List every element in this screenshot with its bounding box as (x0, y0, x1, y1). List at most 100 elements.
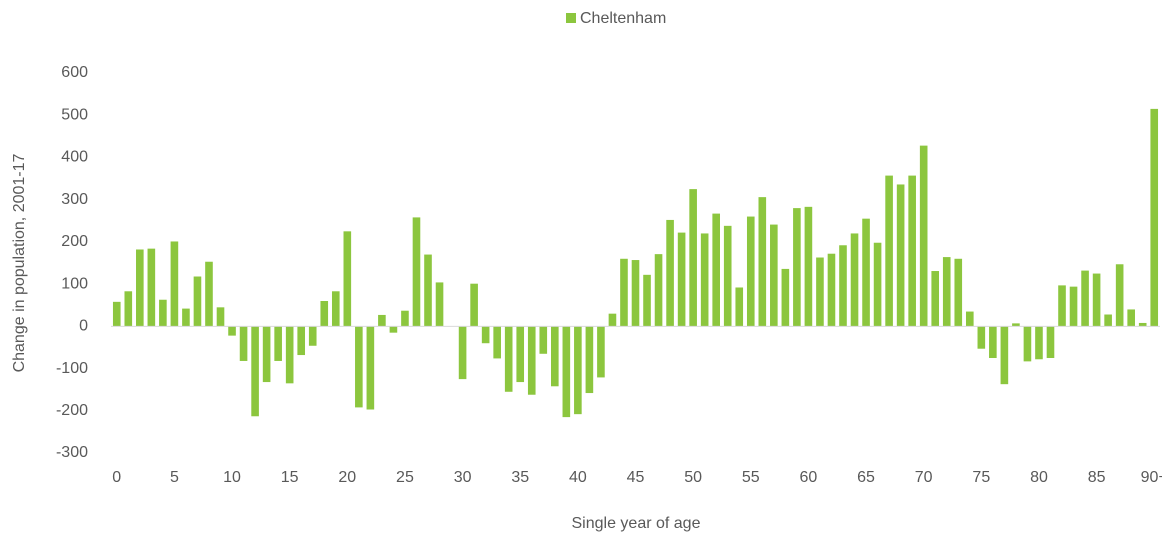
legend-swatch (566, 13, 576, 23)
bar (585, 326, 594, 394)
bar (504, 326, 513, 392)
bar (700, 233, 709, 327)
bar (470, 283, 478, 327)
bar (389, 326, 398, 333)
bar (781, 268, 790, 327)
x-tick-label: 60 (800, 469, 818, 486)
x-tick-label: 45 (627, 469, 645, 486)
bar (723, 225, 732, 327)
bar (562, 326, 571, 418)
bar (159, 299, 167, 327)
bar (285, 326, 294, 384)
bar (965, 311, 974, 327)
x-tick-label: 35 (511, 469, 529, 486)
bar (274, 326, 282, 361)
bar (205, 261, 213, 327)
bar (735, 287, 744, 327)
bar (458, 326, 467, 380)
bar (1081, 270, 1089, 327)
bar (631, 260, 640, 327)
x-tick-label: 30 (454, 469, 472, 486)
bar (147, 248, 156, 327)
bar (170, 241, 179, 327)
legend-label: Cheltenham (580, 10, 666, 27)
x-tick-label: 0 (112, 469, 121, 486)
y-tick-label: 300 (61, 191, 88, 208)
bar (481, 326, 490, 344)
bar (343, 231, 352, 327)
bar (124, 291, 133, 327)
x-tick-label: 40 (569, 469, 587, 486)
bar (989, 326, 997, 358)
bar (435, 282, 444, 327)
bar (1104, 314, 1112, 327)
bar (251, 326, 259, 417)
bar (804, 206, 813, 327)
bar (527, 326, 536, 395)
bar (539, 326, 548, 354)
bar (942, 257, 951, 327)
x-tick-label: 5 (170, 469, 179, 486)
bar (689, 189, 697, 327)
bar (516, 326, 525, 383)
bar (850, 233, 859, 327)
y-tick-label: -300 (56, 444, 88, 461)
bar (919, 145, 928, 327)
bar (620, 258, 628, 327)
bar (574, 326, 582, 415)
x-tick-label: 90+ (1141, 469, 1162, 486)
bar (608, 313, 617, 327)
bar (977, 326, 986, 349)
x-tick-label: 20 (338, 469, 356, 486)
bar (931, 271, 940, 327)
bar (1012, 323, 1020, 327)
bar (493, 326, 501, 359)
bar (1115, 264, 1124, 327)
bar (1138, 322, 1147, 327)
bar (597, 326, 605, 378)
bar (712, 213, 720, 327)
bar (320, 301, 329, 327)
x-tick-label: 50 (684, 469, 702, 486)
x-axis-label: Single year of age (572, 515, 701, 532)
bar (816, 257, 824, 327)
bar (401, 310, 409, 327)
bar (216, 307, 225, 327)
y-tick-label: -200 (56, 402, 88, 419)
y-tick-label: 200 (61, 233, 88, 250)
bar (1035, 326, 1043, 360)
bar (1023, 326, 1032, 362)
bar (1092, 273, 1101, 327)
bar (424, 254, 432, 327)
bar (839, 245, 847, 327)
bar (793, 208, 801, 327)
x-tick-label: 85 (1088, 469, 1106, 486)
x-tick-label: 80 (1030, 469, 1048, 486)
bar (1058, 285, 1066, 327)
x-tick-label: 55 (742, 469, 760, 486)
bar (551, 326, 559, 387)
y-tick-label: -100 (56, 360, 88, 377)
bar (1150, 108, 1159, 327)
bar (366, 326, 375, 410)
bar (954, 258, 963, 327)
bar (412, 217, 421, 327)
bar (193, 276, 202, 327)
x-tick-label: 25 (396, 469, 414, 486)
x-tick-label: 15 (281, 469, 299, 486)
bar (746, 216, 755, 327)
bar (677, 232, 686, 327)
x-tick-label: 75 (972, 469, 990, 486)
y-tick-label: 400 (61, 149, 88, 166)
x-tick-label: 10 (223, 469, 241, 486)
y-tick-label: 100 (61, 275, 88, 292)
y-axis-label: Change in population, 2001-17 (11, 153, 28, 372)
y-tick-label: 500 (61, 106, 88, 123)
bar (896, 184, 905, 327)
bar (331, 291, 340, 327)
bar (908, 175, 916, 327)
bar (228, 326, 236, 336)
bar (182, 308, 190, 327)
bar (758, 197, 767, 327)
